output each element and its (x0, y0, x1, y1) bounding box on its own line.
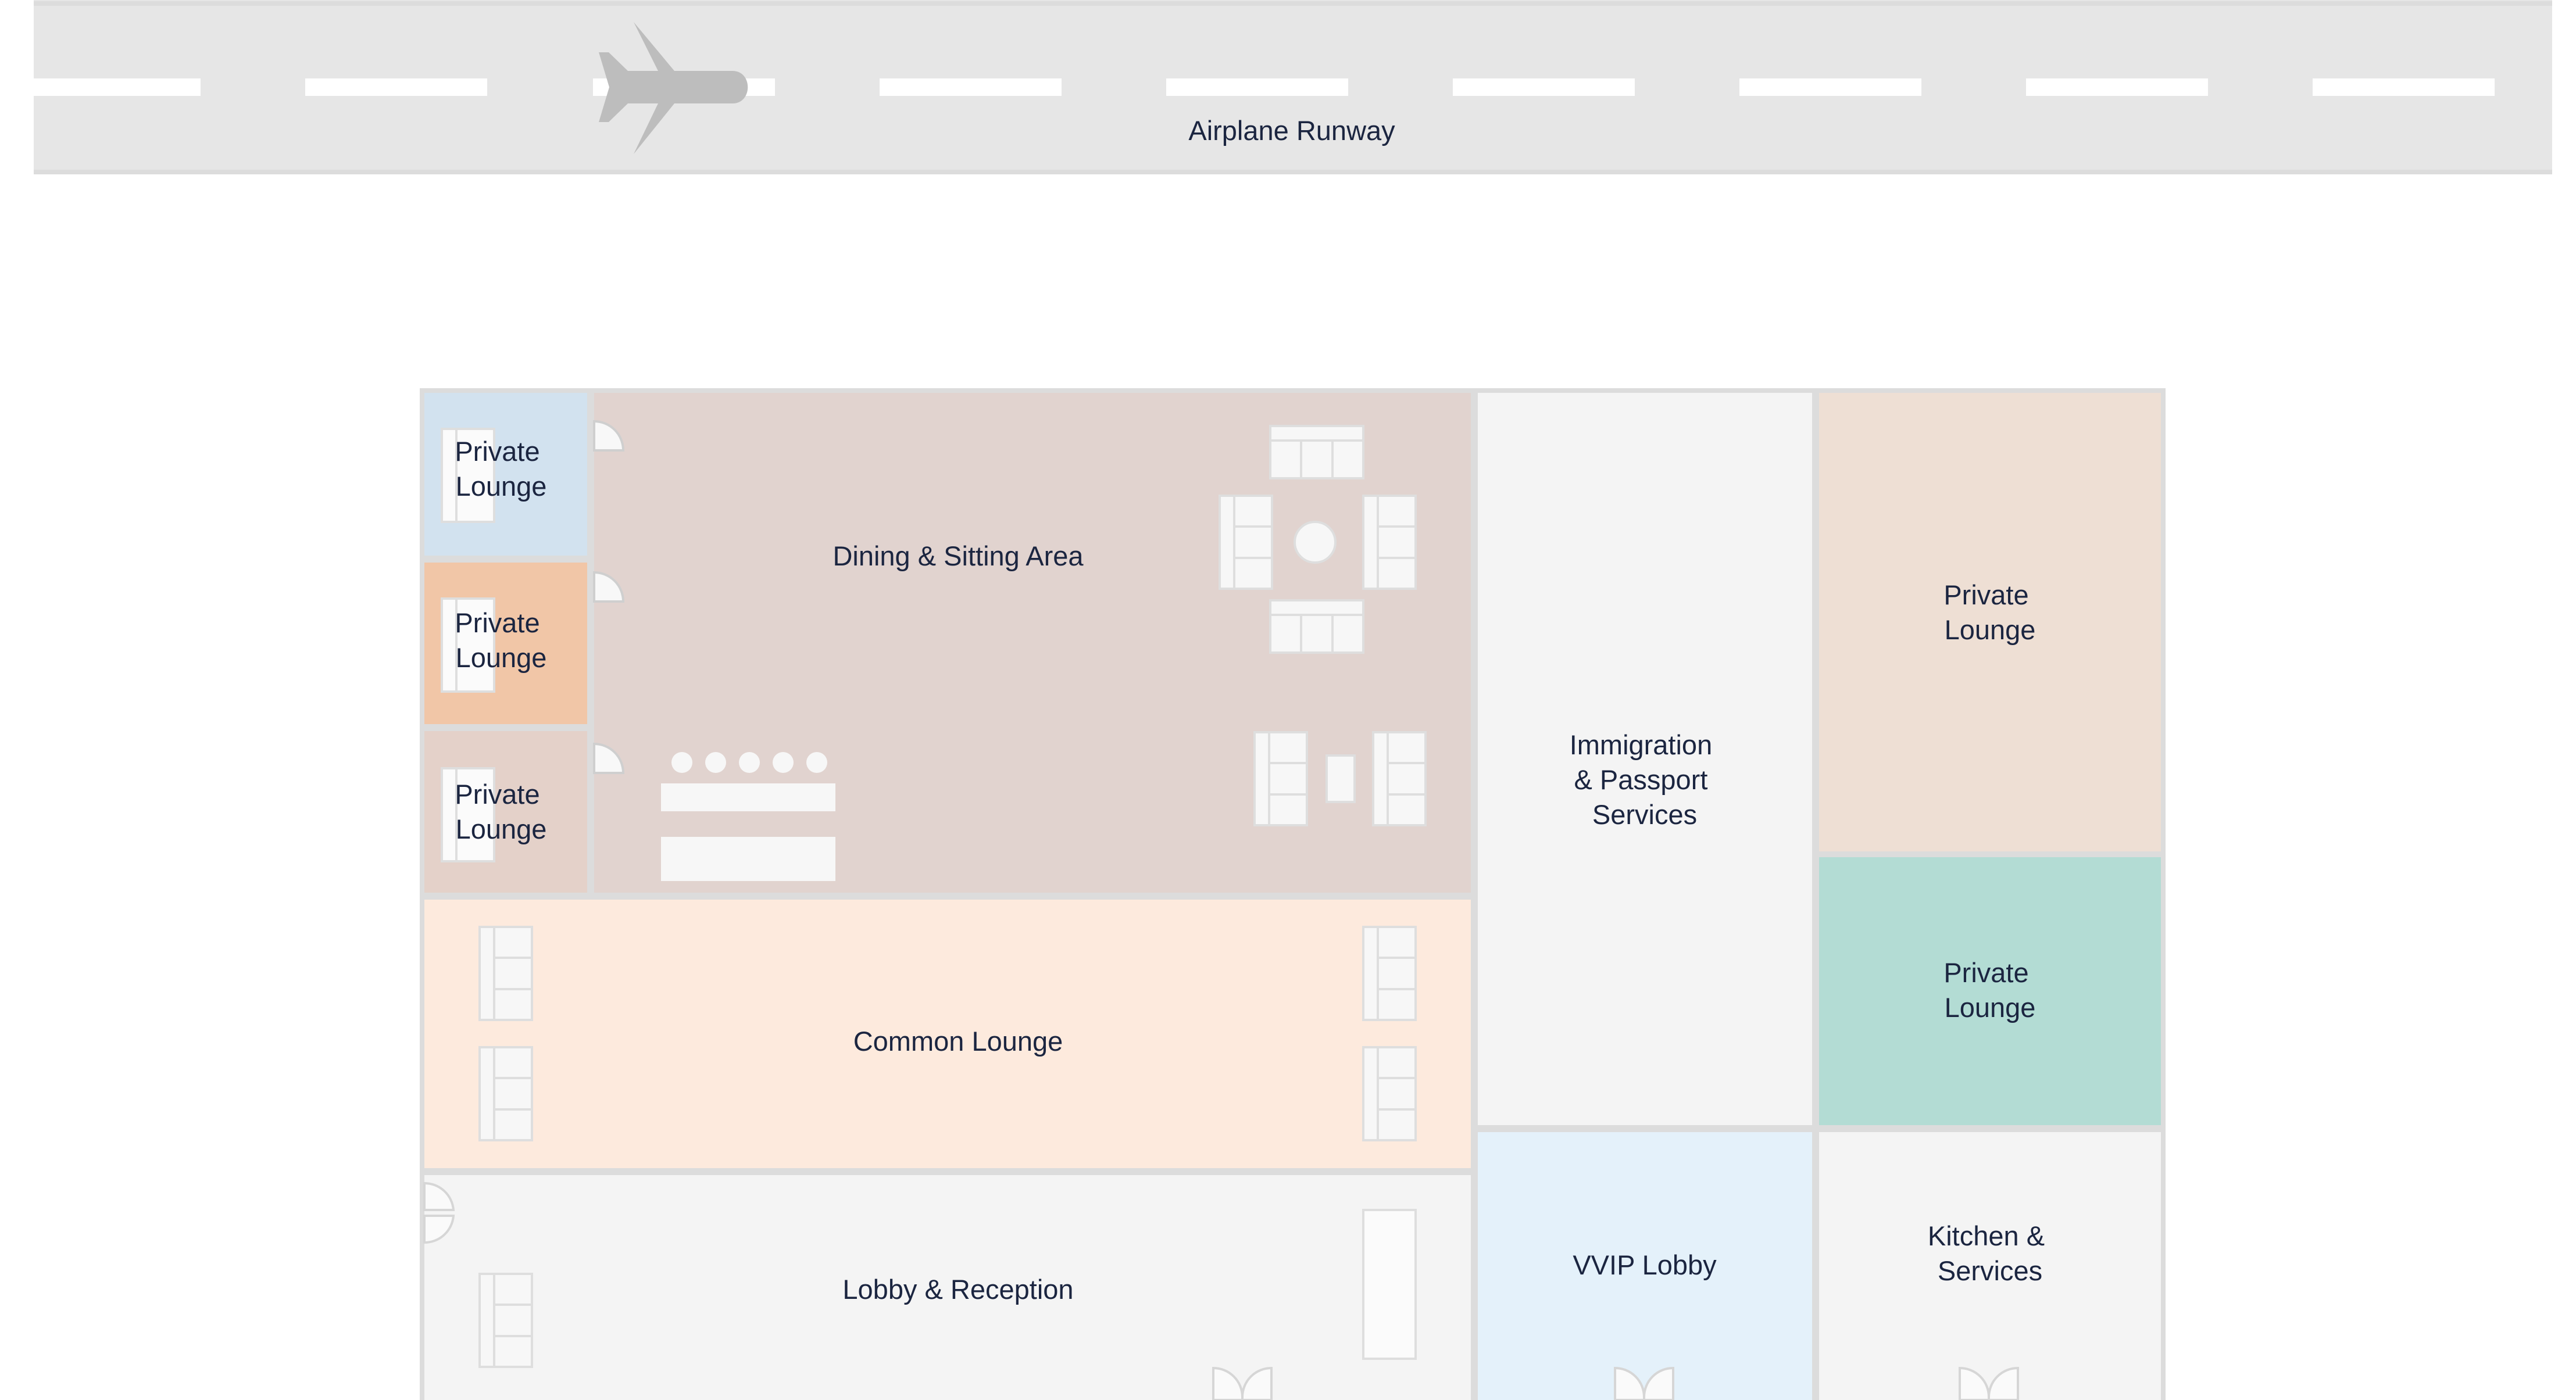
dining-table-set (1219, 425, 1417, 654)
immigration-label: Immigration & Passport Services (1570, 729, 1720, 830)
runway-centerline (34, 78, 2495, 96)
private-lounge-3-label: Private Lounge (455, 779, 547, 844)
sofa-common-lounge-2 (478, 1046, 533, 1141)
vvip-lobby-label: VVIP Lobby (1573, 1249, 1717, 1280)
reception-desk (1362, 1209, 1417, 1360)
sofa-lobby (478, 1273, 533, 1368)
lobby-reception-room (424, 1175, 1471, 1400)
sitting-set (1253, 731, 1427, 826)
sofa-common-lounge-4 (1362, 1046, 1417, 1141)
common-lounge-label: Common Lounge (853, 1026, 1063, 1057)
private-lounge-4-label: Private Lounge (1943, 579, 2036, 645)
private-lounge-4-room (1819, 393, 2161, 851)
sofa-common-lounge-3 (1362, 926, 1417, 1021)
private-lounge-5-label: Private Lounge (1943, 957, 2036, 1023)
kitchen-services-room (1819, 1132, 2161, 1400)
common-lounge-room (424, 900, 1471, 1168)
private-lounge-2-label: Private Lounge (455, 607, 547, 673)
runway: Airplane Runway (34, 0, 2552, 174)
dining-sitting-area-label: Dining & Sitting Area (833, 540, 1084, 571)
kitchen-services-label: Kitchen & Services (1928, 1220, 2052, 1286)
bar-counter (661, 752, 835, 881)
private-lounge-1-label: Private Lounge (455, 436, 547, 502)
immigration-room (1478, 393, 1812, 1125)
lobby-reception-label: Lobby & Reception (842, 1274, 1073, 1305)
sofa-common-lounge-1 (478, 926, 533, 1021)
airplane-icon (599, 22, 748, 154)
private-lounge-5-room (1819, 857, 2161, 1125)
door-lobby-side (423, 1181, 455, 1244)
vvip-lobby-room (1478, 1132, 1812, 1400)
runway-label: Airplane Runway (1188, 115, 1395, 146)
